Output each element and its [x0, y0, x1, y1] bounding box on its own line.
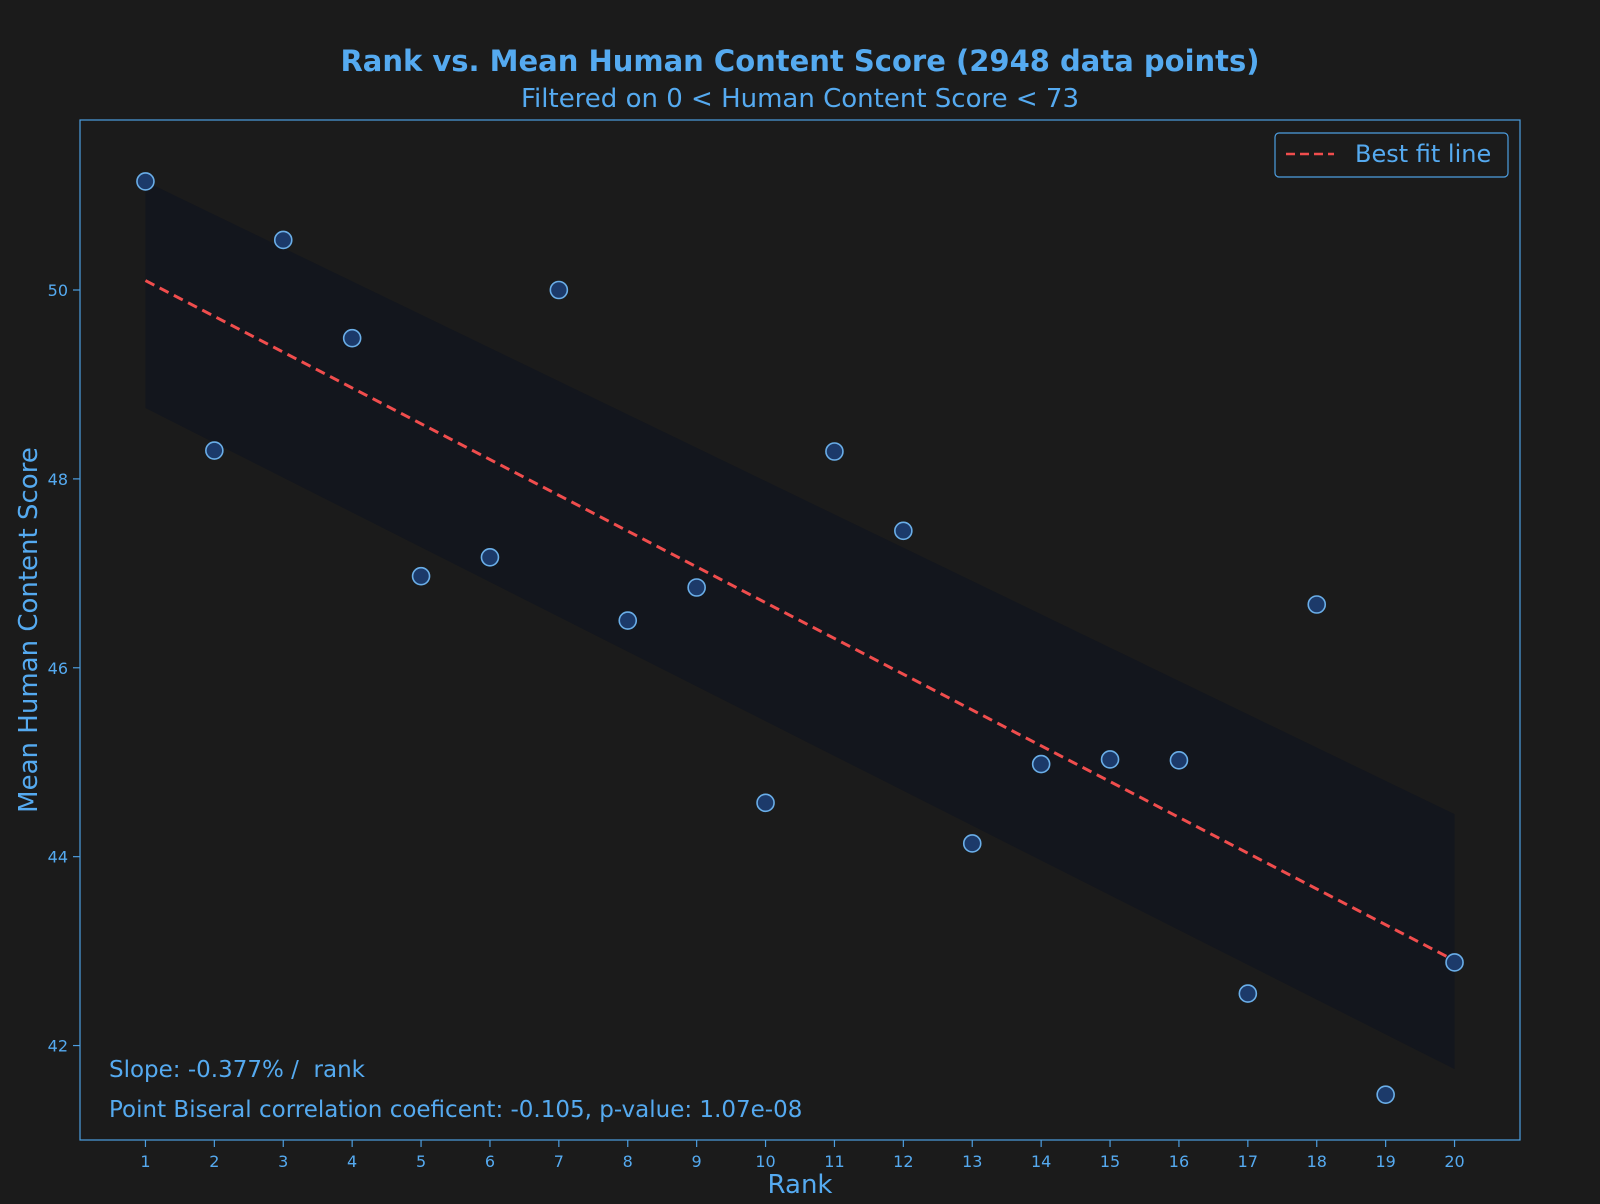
data-point-rank-8	[618, 611, 638, 630]
data-point-rank-19	[1376, 1085, 1395, 1104]
best-fit-line	[144, 279, 1456, 962]
annotation-correlation: Point Biseral correlation coeficent: -0.…	[109, 1097, 802, 1123]
x-tick-label-18: 18	[1307, 1152, 1327, 1171]
data-point-rank-2	[205, 441, 224, 460]
x-axis-label: Rank	[768, 1170, 833, 1200]
data-point-rank-1	[136, 172, 155, 191]
x-axis-ticks: 1 2 3 4 5 6 7 8 9 10 11 12 13 14 15 16 17 18 19 20	[140, 1140, 1465, 1171]
x-tick-label-8: 8	[623, 1152, 633, 1171]
x-tick-label-17: 17	[1238, 1152, 1258, 1171]
legend: Best fit line	[1274, 132, 1509, 178]
data-point-rank-10	[756, 793, 775, 813]
x-tick-label-20: 20	[1444, 1152, 1464, 1171]
chart-subtitle: Filtered on 0 < Human Content Score < 73	[521, 84, 1079, 114]
y-tick-label-42: 42	[48, 1037, 68, 1056]
y-tick-label-46: 46	[48, 659, 68, 678]
data-point-rank-14	[1031, 754, 1051, 774]
x-tick-label-16: 16	[1169, 1152, 1189, 1171]
legend-box	[1274, 132, 1509, 178]
data-point-rank-18	[1307, 595, 1327, 614]
x-tick-label-19: 19	[1375, 1152, 1395, 1171]
legend-label-best-fit: Best fit line	[1355, 140, 1491, 168]
x-tick-label-7: 7	[554, 1152, 564, 1171]
confidence-band-layer	[145, 181, 1455, 1070]
plot-frame	[79, 119, 1521, 1141]
y-axis-ticks: 42 44 46 48 50	[48, 281, 80, 1056]
x-tick-label-3: 3	[278, 1152, 288, 1171]
x-tick-label-6: 6	[485, 1152, 495, 1171]
data-point-rank-6	[480, 547, 500, 567]
data-point-rank-16	[1169, 751, 1189, 770]
y-tick-label-44: 44	[48, 848, 68, 867]
x-tick-label-4: 4	[347, 1152, 357, 1171]
y-tick-label-50: 50	[48, 281, 68, 300]
data-point-rank-11	[825, 442, 844, 461]
chart-title: Rank vs. Mean Human Content Score (2948 …	[340, 44, 1259, 78]
x-tick-label-5: 5	[416, 1152, 426, 1171]
data-point-rank-9	[687, 578, 706, 597]
y-axis-label: Mean Human Content Score	[14, 447, 44, 813]
data-point-rank-20	[1445, 953, 1464, 972]
x-tick-label-14: 14	[1031, 1152, 1051, 1171]
data-point-rank-17	[1238, 984, 1258, 1003]
x-tick-label-11: 11	[824, 1152, 844, 1171]
data-point-rank-12	[894, 521, 913, 541]
x-tick-label-15: 15	[1100, 1152, 1120, 1171]
y-tick-label-48: 48	[48, 470, 68, 489]
x-tick-label-13: 13	[962, 1152, 982, 1171]
data-point-rank-4	[342, 328, 362, 348]
x-tick-label-10: 10	[755, 1152, 775, 1171]
x-tick-label-1: 1	[140, 1152, 150, 1171]
confidence-band	[145, 181, 1455, 1070]
data-point-rank-7	[549, 280, 569, 300]
data-point-rank-3	[273, 230, 293, 250]
x-tick-label-2: 2	[209, 1152, 219, 1171]
x-tick-label-12: 12	[893, 1152, 913, 1171]
annotation-slope: Slope: -0.377% / rank	[109, 1057, 366, 1083]
best-fit-layer	[144, 279, 1456, 962]
data-point-rank-13	[962, 834, 982, 853]
data-point-rank-15	[1100, 750, 1120, 769]
x-tick-label-9: 9	[692, 1152, 702, 1171]
data-point-rank-5	[411, 566, 431, 586]
data-points-layer	[136, 172, 1464, 1104]
